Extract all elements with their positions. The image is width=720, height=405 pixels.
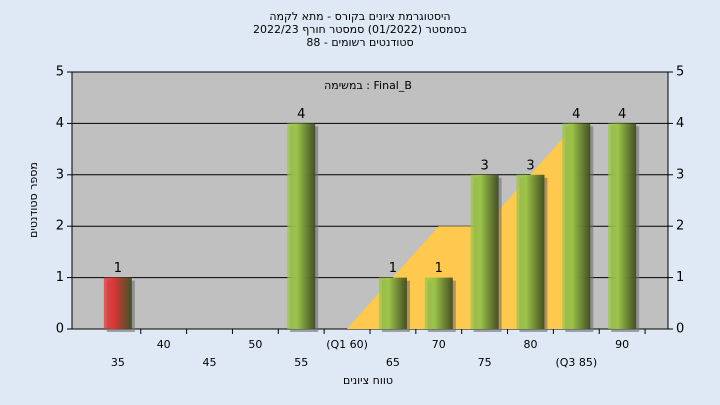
x-tick-label: 65 bbox=[386, 356, 400, 369]
y-tick-label: 4 bbox=[56, 116, 64, 131]
x-tick-label: (Q3 85) bbox=[555, 356, 597, 369]
data-label: 3 bbox=[480, 158, 488, 173]
x-tick-label: 75 bbox=[478, 356, 492, 369]
chart-title: בסמסטר (01/2022) סמסטר חורף 2022/23 bbox=[253, 23, 467, 36]
data-label: 4 bbox=[618, 107, 626, 122]
x-tick-label: 80 bbox=[523, 338, 537, 351]
x-tick-label: 40 bbox=[157, 338, 171, 351]
data-label: 1 bbox=[389, 261, 397, 276]
bar bbox=[608, 123, 637, 330]
x-tick-label: 70 bbox=[432, 338, 446, 351]
bar bbox=[287, 123, 316, 330]
x-tick-label: 55 bbox=[294, 356, 308, 369]
chart-title: היסטוגרמת ציונים בקורס - מתא לקמה bbox=[269, 10, 450, 23]
y-tick-label: 2 bbox=[676, 219, 684, 234]
x-tick-label: 35 bbox=[111, 356, 125, 369]
y-tick-label: 2 bbox=[56, 219, 64, 234]
y-tick-label: 5 bbox=[56, 65, 64, 80]
annotation: במשימה : Final_B bbox=[324, 79, 412, 92]
data-label: 1 bbox=[435, 261, 443, 276]
y-tick-label: 5 bbox=[676, 65, 684, 80]
x-tick-label: 90 bbox=[615, 338, 629, 351]
y-axis-label: מספר סטודנטים bbox=[27, 162, 40, 238]
y-tick-label: 1 bbox=[56, 270, 64, 285]
y-tick-label: 4 bbox=[676, 116, 684, 131]
x-tick-label: 50 bbox=[248, 338, 262, 351]
bar bbox=[562, 123, 591, 330]
data-label: 3 bbox=[526, 158, 534, 173]
chart-title: סטודנטים רשומים - 88 bbox=[306, 36, 413, 49]
bar bbox=[378, 277, 407, 329]
y-tick-label: 0 bbox=[676, 322, 684, 337]
bar bbox=[424, 277, 453, 329]
bar bbox=[470, 174, 499, 329]
x-tick-label: (Q1 60) bbox=[326, 338, 368, 351]
y-tick-label: 0 bbox=[56, 322, 64, 337]
bar bbox=[516, 174, 545, 329]
data-label: 4 bbox=[297, 107, 305, 122]
y-tick-label: 3 bbox=[676, 167, 684, 182]
data-label: 4 bbox=[572, 107, 580, 122]
y-tick-label: 1 bbox=[676, 270, 684, 285]
x-axis-label: טווח ציונים bbox=[343, 374, 393, 387]
bar bbox=[103, 277, 132, 329]
x-tick-label: 45 bbox=[203, 356, 217, 369]
y-tick-label: 3 bbox=[56, 167, 64, 182]
data-label: 1 bbox=[114, 261, 122, 276]
